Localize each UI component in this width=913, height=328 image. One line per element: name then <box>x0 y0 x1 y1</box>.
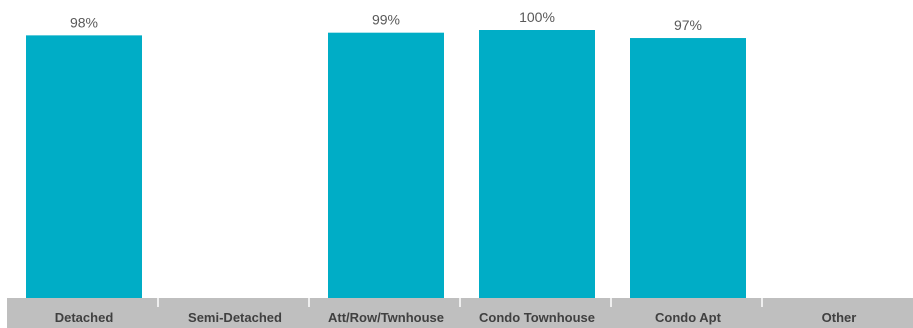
data-label: 97% <box>674 17 702 33</box>
category-label: Condo Apt <box>655 310 722 325</box>
category-label: Att/Row/Twnhouse <box>328 310 444 325</box>
category-label: Condo Townhouse <box>479 310 595 325</box>
value-labels-group: 98% 99% 100% 97% <box>70 9 702 33</box>
data-label: 100% <box>519 9 555 25</box>
bar-att-row-twnhouse <box>328 32 444 299</box>
category-labels-group: Detached Semi-Detached Att/Row/Twnhouse Con… <box>55 310 857 325</box>
category-label: Detached <box>55 310 114 325</box>
bar-detached <box>26 35 142 299</box>
category-label: Semi-Detached <box>188 310 282 325</box>
bar-condo-apt <box>630 38 746 298</box>
bars-group <box>26 30 746 299</box>
category-label: Other <box>822 310 857 325</box>
category-separators-group <box>157 298 763 307</box>
data-label: 99% <box>372 12 400 28</box>
bar-condo-townhouse <box>479 30 595 298</box>
data-label: 98% <box>70 14 98 30</box>
